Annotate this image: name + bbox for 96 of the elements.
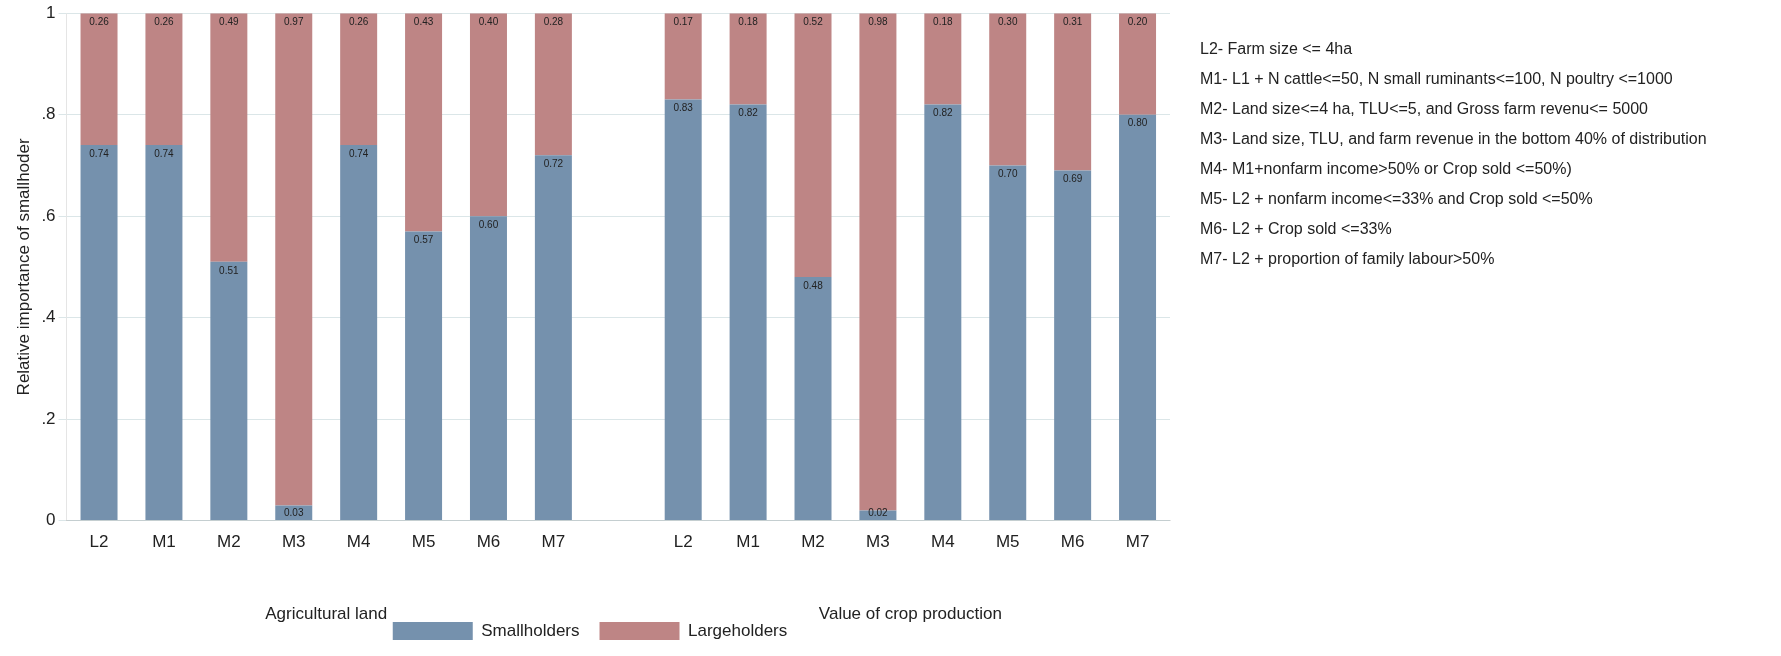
y-axis-title: Relative importance of smallhoder [13,138,33,396]
bar [80,145,118,521]
data-label: 0.17 [673,15,694,27]
text: M4- M1+nonfarm income>50% or Crop sold <=50%) [1200,160,1573,178]
data-label: 0.97 [284,15,304,27]
y-tick-label: 0 [46,510,56,530]
data-label: 0.98 [868,15,889,27]
y-tick-label: 1 [46,2,56,22]
data-label: 0.49 [219,15,240,27]
data-label: 0.74 [89,147,110,159]
y-tick-label: .6 [41,205,56,225]
x-tick-label: M7 [1125,532,1150,552]
x-tick-label: L2 [673,532,693,552]
x-tick-label: M5 [995,532,1020,552]
data-label: 0.69 [1062,173,1083,185]
text: M1- L1 + N cattle<=50, N small ruminants<=100, N poultry <=1000 [1200,70,1674,88]
bar [1119,13,1157,115]
data-label: 0.48 [803,279,824,291]
y-tick-label: .2 [41,408,56,428]
y-tick-label: .8 [41,104,56,124]
data-label: 0.18 [933,15,953,27]
bar [469,216,507,521]
data-label: 0.43 [413,15,434,27]
bar [1054,13,1092,171]
text: M2- Land size<=4 ha, TLU<=5, and Gross farm revenu<= 5000 [1200,100,1649,118]
data-label: 0.20 [1127,15,1148,27]
data-label: 0.51 [219,264,240,276]
data-label: 0.18 [738,15,759,27]
bar [405,13,443,232]
x-tick-label: M6 [476,532,501,552]
bar [210,261,248,521]
text: M7- L2 + proportion of family labour>50% [1200,250,1496,268]
bar [275,13,313,506]
bar [989,165,1027,521]
data-label: 0.80 [1127,117,1148,129]
data-label: 0.72 [543,158,564,170]
x-tick-label: M4 [346,532,371,552]
bar [340,13,378,146]
data-label: 0.74 [348,147,369,159]
data-label: 0.83 [673,102,694,114]
text: Agricultural land [265,604,388,624]
data-label: 0.52 [803,15,824,27]
bar [989,13,1027,166]
data-label: 0.02 [868,506,889,518]
bar [1119,114,1157,521]
bar [340,145,378,521]
bar [145,13,183,146]
data-label: 0.70 [998,168,1018,180]
x-tick-label: M7 [541,532,566,552]
bar [924,13,962,105]
x-tick-label: M3 [866,532,890,552]
x-tick-label: M4 [931,532,955,552]
data-label: 0.31 [1062,15,1083,27]
bar [794,13,832,278]
bar [664,99,702,521]
bar [1054,170,1092,521]
bar [80,13,118,146]
x-tick-label: M6 [1060,532,1085,552]
bar [794,277,832,521]
x-tick-label: M2 [217,532,241,552]
bar [729,104,767,521]
legend-label: Smallholders [481,620,580,640]
data-label: 0.26 [154,15,175,27]
text: M5- L2 + nonfarm income<=33% and Crop sold <=50% [1200,190,1594,208]
text: M6- L2 + Crop sold <=33% [1200,220,1393,238]
legend-label: Largeholders [688,620,788,640]
bar [729,13,767,105]
text: L2- Farm size <= 4ha [1200,40,1354,58]
data-label: 0.82 [933,107,953,119]
bar [534,155,572,521]
data-label: 0.40 [478,15,499,27]
x-tick-label: L2 [89,532,109,552]
text: Value of crop production [818,604,1002,624]
data-label: 0.26 [89,15,110,27]
data-label: 0.26 [348,15,369,27]
bar [469,13,507,217]
bar [664,13,702,100]
bar [924,104,962,521]
bar [145,145,183,521]
text: M3- Land size, TLU, and farm revenue in the bottom 40% of distribution [1200,130,1707,148]
x-tick-label: M1 [152,532,176,552]
data-label: 0.60 [478,218,499,230]
bar [534,13,572,156]
data-label: 0.57 [413,234,434,246]
bar [405,231,443,521]
x-tick-label: M2 [801,532,825,552]
data-label: 0.82 [738,107,759,119]
bar [210,13,248,262]
data-label: 0.28 [543,15,564,27]
x-tick-label: M3 [281,532,306,552]
y-tick-label: .4 [41,307,56,327]
data-label: 0.03 [284,506,304,518]
data-label: 0.74 [154,147,175,159]
data-label: 0.30 [998,15,1018,27]
x-tick-label: M1 [736,532,760,552]
x-tick-label: M5 [411,532,436,552]
